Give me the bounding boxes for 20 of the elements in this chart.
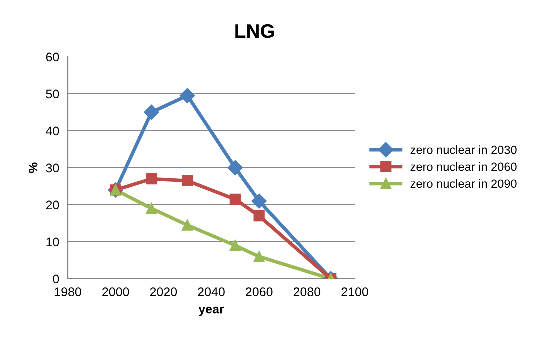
x-axis-title: year (198, 306, 224, 316)
y-tick-label: 0 (53, 274, 60, 284)
x-tick-label: 2020 (150, 288, 178, 297)
x-tick-label: 2060 (246, 288, 273, 297)
legend-label: zero nuclear in 2030 (410, 146, 517, 154)
y-axis-title: % (28, 162, 38, 174)
y-tick-label: 50 (46, 90, 60, 99)
x-tick-label: 2040 (198, 288, 225, 297)
y-tick-label: 60 (46, 52, 60, 62)
legend-label: zero nuclear in 2090 (410, 179, 517, 188)
chart-title: LNG (236, 24, 274, 38)
y-tick-label: 20 (46, 200, 60, 210)
legend-label: zero nuclear in 2060 (410, 162, 517, 172)
y-tick-label: 10 (46, 238, 60, 247)
y-tick-label: 40 (46, 126, 60, 136)
x-tick-label: 2000 (102, 288, 130, 297)
y-tick-label: 30 (46, 164, 60, 173)
x-tick-label: 1980 (55, 288, 82, 297)
x-tick-label: 2080 (294, 288, 321, 297)
x-tick-label: 2100 (342, 288, 368, 297)
